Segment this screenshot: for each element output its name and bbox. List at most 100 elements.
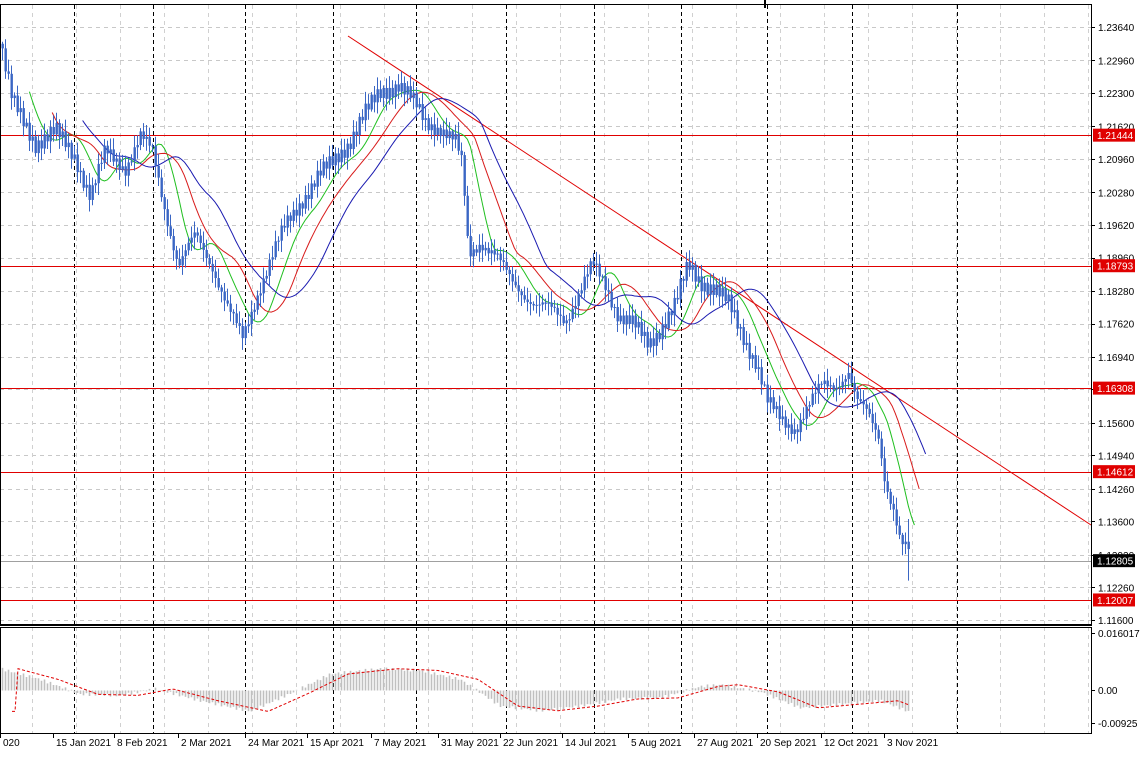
candle-body: [388, 87, 391, 99]
time-tick-label: 14 Jul 2021: [565, 738, 617, 749]
candle-body: [664, 324, 667, 329]
candle-body: [730, 294, 733, 313]
chart-frame: [0, 4, 1140, 754]
candle-body: [397, 84, 400, 92]
candle-body: [826, 380, 829, 387]
candle-body: [337, 153, 340, 163]
candle-body: [178, 258, 181, 266]
time-tick-label: 020: [3, 738, 20, 749]
candle-body: [373, 94, 376, 103]
candle-body: [808, 405, 811, 407]
price-tick-label: 1.22300: [1098, 89, 1135, 100]
level-label-box: [1093, 259, 1135, 273]
candle-body: [835, 387, 838, 390]
candle-body: [463, 155, 466, 196]
candle-body: [904, 541, 907, 545]
candle-body: [577, 293, 580, 307]
candle-body: [325, 161, 328, 169]
candle-body: [52, 126, 55, 135]
candle-body: [157, 165, 160, 178]
time-tick-label: 24 Mar 2021: [248, 738, 305, 749]
oscillator-panel: [1, 667, 910, 712]
candle-body: [142, 131, 145, 139]
candle-body: [382, 87, 385, 99]
candle-body: [880, 438, 883, 459]
time-tick-label: 8 Feb 2021: [117, 738, 168, 749]
candle-body: [685, 261, 688, 281]
candle-body: [559, 314, 562, 316]
candle-body: [184, 250, 187, 257]
candle-body: [742, 327, 745, 346]
candle-body: [445, 129, 448, 139]
candle-body: [688, 261, 691, 270]
candle-body: [61, 131, 64, 138]
candle-body: [796, 429, 799, 433]
candle-body: [841, 381, 844, 388]
candle-body: [865, 404, 868, 409]
candle-body: [673, 297, 676, 316]
candle-body: [898, 525, 901, 535]
price-tick-label: 1.14940: [1098, 451, 1135, 462]
candle-body: [484, 247, 487, 251]
candle-body: [163, 197, 166, 210]
candle-body: [406, 86, 409, 95]
level-label: 1.16308: [1097, 384, 1134, 395]
candle-body: [829, 385, 832, 387]
candle-body: [265, 275, 268, 279]
candle-body: [592, 261, 595, 265]
time-tick-label: 15 Apr 2021: [310, 738, 364, 749]
candle-body: [94, 183, 97, 186]
candle-body: [328, 156, 331, 169]
candle-body: [343, 149, 346, 158]
level-label: 1.12007: [1097, 596, 1134, 607]
moving-average-fast: [28, 89, 915, 526]
candle-body: [40, 140, 43, 149]
candle-body: [112, 149, 115, 162]
candle-body: [739, 327, 742, 329]
candle-body: [379, 89, 382, 99]
candle-body: [301, 203, 304, 209]
candle-body: [193, 232, 196, 238]
oscillator-tick-label: -0.00925: [1098, 719, 1138, 730]
candle-body: [610, 291, 613, 308]
candle-body: [262, 278, 265, 294]
candle-body: [769, 397, 772, 403]
candle-body: [544, 302, 547, 304]
candle-body: [319, 170, 322, 176]
candle-body: [283, 225, 286, 228]
period-separators: [74, 0, 958, 733]
candle-body: [133, 147, 136, 162]
candle-body: [847, 372, 850, 380]
candle-body: [667, 311, 670, 329]
candle-body: [421, 104, 424, 121]
candle-body: [172, 236, 175, 251]
candle-body: [598, 263, 601, 277]
candle-body: [508, 269, 511, 275]
candle-body: [481, 244, 484, 251]
candle-body: [4, 48, 7, 72]
candle-body: [1, 43, 4, 49]
candle-body: [871, 413, 874, 424]
candle-body: [127, 162, 130, 176]
candle-body: [274, 241, 277, 258]
candle-body: [358, 116, 361, 136]
candle-body: [442, 129, 445, 137]
candle-body: [91, 185, 94, 200]
oscillator-signal-line: [12, 668, 910, 712]
candle-body: [223, 291, 226, 301]
candle-body: [850, 372, 853, 383]
candle-body: [862, 401, 865, 405]
candle-body: [256, 295, 259, 310]
candle-body: [625, 315, 628, 325]
candle-body: [886, 481, 889, 492]
horizontal-levels: [0, 135, 1091, 601]
candle-body: [76, 154, 79, 173]
candle-body: [292, 209, 295, 221]
candle-body: [676, 297, 679, 300]
candle-body: [238, 323, 241, 326]
candle-body: [46, 134, 49, 142]
candle-body: [376, 89, 379, 103]
candle-body: [553, 306, 556, 308]
candle-body: [799, 419, 802, 433]
candle-body: [208, 258, 211, 264]
